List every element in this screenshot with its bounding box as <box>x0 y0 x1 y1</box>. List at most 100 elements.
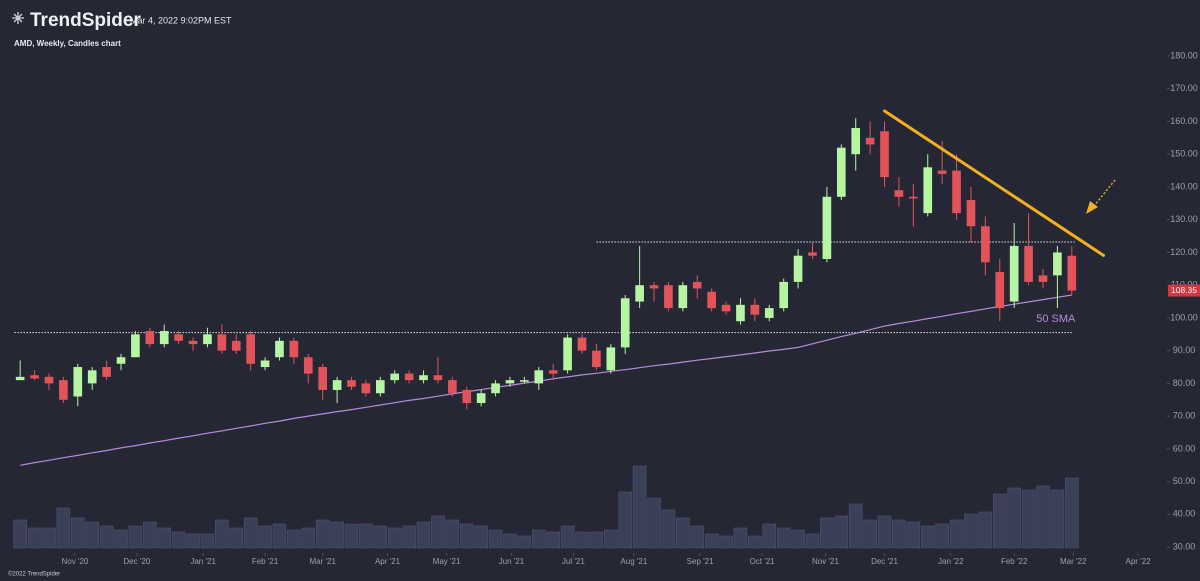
volume-bar <box>748 535 762 549</box>
volume-bar <box>359 523 373 549</box>
candle-body <box>649 285 659 289</box>
volume-bar <box>56 507 71 549</box>
x-tick-label: Dec '21 <box>871 557 898 566</box>
x-tick-label: Nov '21 <box>812 557 839 566</box>
brand: TrendSpider <box>30 10 141 31</box>
x-tick-label: Mar '21 <box>309 557 336 566</box>
candle-body <box>721 304 731 312</box>
y-tick-label: 130.00 <box>1170 214 1198 224</box>
y-tick-label: 170.00 <box>1170 83 1198 93</box>
trend-line <box>883 109 1105 257</box>
candle-body <box>159 331 169 345</box>
volume-bar <box>229 527 244 549</box>
candle-body <box>289 340 299 358</box>
volume-bar <box>114 529 128 549</box>
volume-bar <box>690 525 705 549</box>
volume-bar <box>632 465 647 549</box>
volume-bar <box>330 521 344 549</box>
attention-arrowhead <box>1086 201 1098 214</box>
candle-body <box>404 373 414 381</box>
volume-bar <box>820 517 834 549</box>
sma-line <box>20 294 1072 466</box>
candle-body <box>635 285 644 302</box>
candle-body <box>246 334 255 364</box>
candle-body <box>318 367 328 390</box>
candle-body <box>606 347 616 371</box>
candle-body <box>707 291 716 309</box>
volume-bar <box>906 521 921 549</box>
volume-bar <box>13 519 27 549</box>
y-tick-label: 160.00 <box>1170 116 1198 126</box>
candle-body <box>678 285 688 309</box>
volume-bar <box>935 523 949 549</box>
candle-body <box>30 375 39 379</box>
candle-body <box>563 337 572 371</box>
candle-body <box>303 357 313 374</box>
candle-body <box>1024 245 1033 282</box>
x-tick-label: Mar '22 <box>1060 557 1087 566</box>
y-tick-label: 100.00 <box>1170 312 1198 322</box>
volume-bar <box>949 519 964 549</box>
volume-bar <box>143 521 157 549</box>
volume-bar <box>27 527 42 549</box>
volume-bar <box>546 531 560 549</box>
candle-body <box>174 334 183 341</box>
candle-body <box>808 252 817 256</box>
candle-body <box>1009 245 1019 302</box>
volume-bar <box>877 515 892 549</box>
candle-body <box>692 281 702 289</box>
candle-body <box>203 334 212 345</box>
candle-body <box>15 376 25 381</box>
volume-bar <box>157 527 172 549</box>
volume-bar <box>848 503 863 549</box>
candle-body <box>87 370 97 384</box>
candle-body <box>217 334 227 351</box>
footer: ©2022 TrendSpider <box>8 571 60 578</box>
volume-bar <box>171 531 186 549</box>
x-tick-label: Jul '21 <box>562 557 585 566</box>
candle-body <box>188 340 198 345</box>
candle-body <box>981 226 990 263</box>
candle-body <box>750 304 760 315</box>
volume-bar <box>387 527 402 549</box>
candle-body <box>952 170 961 214</box>
candle-body <box>1038 275 1048 282</box>
x-tick-label: Aug '21 <box>620 557 647 566</box>
x-tick-label: Feb '21 <box>252 557 279 566</box>
volume-bar <box>661 509 676 549</box>
x-tick-label: Oct '21 <box>750 557 776 566</box>
candle-body <box>937 170 947 174</box>
x-tick-label: Jan '22 <box>938 557 964 566</box>
y-tick-label: 40.00 <box>1173 509 1196 519</box>
volume-bar <box>402 525 416 549</box>
volume-bar <box>719 535 733 549</box>
volume-bar <box>431 515 445 549</box>
chart-title: AMD, Weekly, Candles chart <box>14 39 121 48</box>
volume-bar <box>805 533 820 549</box>
y-tick-label: 180.00 <box>1170 50 1198 60</box>
volume-bar <box>978 511 993 549</box>
volume-bar <box>1036 485 1050 549</box>
volume-bar <box>517 535 532 549</box>
candle-body <box>145 331 155 345</box>
volume-bar <box>589 531 604 549</box>
candle-body <box>822 196 832 259</box>
x-tick-label: Nov '20 <box>61 557 88 566</box>
y-tick-label: 70.00 <box>1173 411 1196 421</box>
volume-bar <box>474 525 488 549</box>
volume-bar <box>416 521 431 549</box>
volume-bar <box>964 513 978 549</box>
volume-bar <box>892 519 906 549</box>
candle-body <box>836 147 846 197</box>
volume-bar <box>503 533 517 549</box>
volume-bar <box>344 523 359 549</box>
candle-body <box>116 357 126 364</box>
volume-bar <box>762 523 777 549</box>
candle-body <box>476 393 486 404</box>
last-price-label: 108.35 <box>1171 285 1197 295</box>
volume-bar <box>243 517 258 549</box>
candle-body <box>131 334 140 358</box>
candle-body <box>534 370 544 384</box>
candle-body <box>44 376 54 384</box>
